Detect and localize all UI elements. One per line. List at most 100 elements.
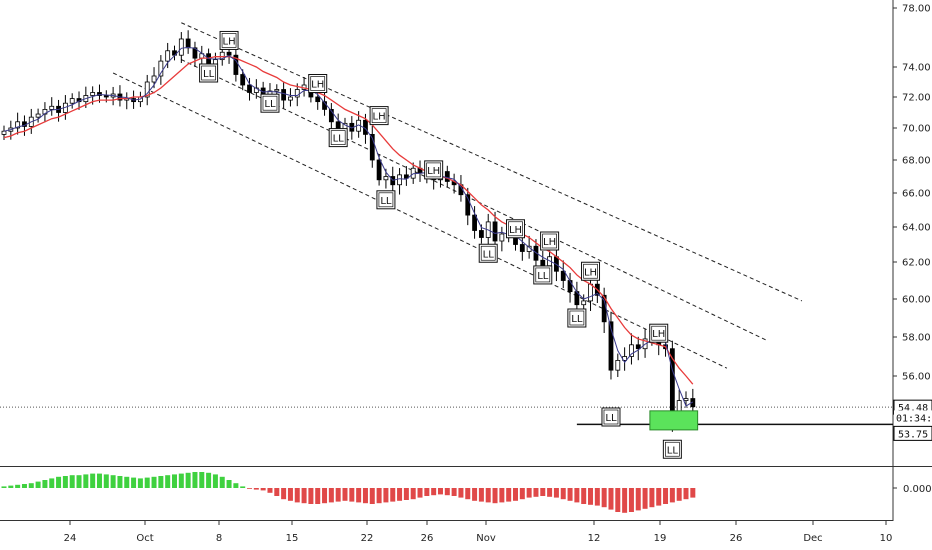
svg-text:LH: LH bbox=[311, 80, 324, 91]
histogram-bar bbox=[342, 488, 348, 501]
histogram-bar bbox=[519, 488, 525, 500]
histogram-bar bbox=[642, 488, 648, 509]
price-tick-label: 74.00 bbox=[902, 63, 931, 74]
candle bbox=[281, 82, 287, 109]
histogram-bar bbox=[683, 488, 689, 500]
candle bbox=[492, 211, 498, 249]
svg-text:LL: LL bbox=[333, 134, 345, 145]
histogram-bar bbox=[69, 475, 75, 488]
histogram-bar bbox=[437, 488, 443, 495]
histogram-bar bbox=[663, 488, 669, 504]
candle bbox=[567, 272, 573, 303]
price-tick-label: 58.00 bbox=[902, 333, 931, 344]
histogram-bar bbox=[615, 488, 621, 512]
ma-slow-line bbox=[3, 56, 694, 385]
swing-label-lh: LH bbox=[219, 30, 239, 50]
candle bbox=[588, 275, 593, 311]
histogram-bar bbox=[165, 475, 171, 488]
candle bbox=[601, 287, 607, 334]
svg-text:LL: LL bbox=[605, 413, 617, 424]
histogram-bar bbox=[540, 488, 546, 496]
swing-labels: LH LL LH LL LH LL LH LL LH LL LH LL LH LL LH LL LL bbox=[199, 30, 682, 459]
svg-text:LL: LL bbox=[483, 249, 495, 260]
histogram-bar bbox=[103, 474, 109, 488]
histogram-bar bbox=[403, 488, 409, 500]
histogram-bar bbox=[356, 488, 362, 503]
price-tick-label: 68.00 bbox=[902, 156, 931, 167]
histogram-bar bbox=[485, 488, 491, 503]
histogram-bar bbox=[62, 476, 68, 488]
histogram-bar bbox=[669, 488, 675, 503]
support-zone-box bbox=[649, 410, 699, 431]
candle bbox=[144, 74, 150, 106]
candle bbox=[288, 88, 293, 107]
svg-text:LH: LH bbox=[223, 36, 236, 47]
svg-text:LL: LL bbox=[380, 196, 392, 207]
histogram-bar bbox=[458, 488, 464, 498]
histogram-bar bbox=[656, 488, 662, 506]
swing-label-lh: LH bbox=[424, 160, 444, 180]
svg-text:LH: LH bbox=[543, 237, 556, 248]
candle bbox=[158, 55, 164, 85]
candle bbox=[328, 103, 334, 132]
histogram-bar bbox=[622, 488, 628, 513]
swing-label-lh: LH bbox=[581, 261, 601, 281]
candle bbox=[178, 32, 184, 64]
histogram-bar bbox=[424, 488, 430, 496]
time-tick-label: 8 bbox=[216, 533, 222, 544]
histogram-bar bbox=[76, 475, 82, 488]
swing-label-ll: LL bbox=[328, 128, 348, 148]
histogram-bar bbox=[83, 474, 89, 488]
candle bbox=[165, 42, 171, 69]
time-tick-label: 10 bbox=[880, 533, 893, 544]
histogram-bar bbox=[335, 488, 341, 502]
candle bbox=[472, 206, 477, 239]
histogram-bar bbox=[608, 488, 614, 510]
time-tick-label: Nov bbox=[476, 533, 496, 544]
histogram-bar bbox=[431, 488, 437, 496]
histogram-bar bbox=[260, 488, 266, 491]
histogram-bar bbox=[301, 488, 307, 504]
histogram-bar bbox=[42, 480, 48, 488]
time-tick-label: 26 bbox=[421, 533, 434, 544]
histogram-bar bbox=[137, 478, 143, 488]
svg-text:LL: LL bbox=[571, 314, 583, 325]
histogram-bar bbox=[492, 488, 498, 504]
svg-text:LH: LH bbox=[509, 225, 522, 236]
price-tick-label: 72.00 bbox=[902, 93, 931, 104]
time-axis: 24 Oct 8 15 22 26 Nov 12 19 26 Dec 10 bbox=[64, 521, 893, 544]
candle bbox=[615, 353, 621, 378]
histogram-bar bbox=[410, 488, 416, 500]
histogram-bar bbox=[588, 488, 594, 505]
current-price-label: 54.48 bbox=[898, 403, 928, 414]
svg-text:LH: LH bbox=[373, 112, 386, 123]
candle bbox=[117, 85, 123, 107]
candle bbox=[451, 173, 457, 194]
candle bbox=[417, 160, 423, 182]
candle bbox=[397, 168, 402, 195]
histogram-bar bbox=[226, 480, 232, 488]
histogram-bar bbox=[21, 484, 27, 488]
histogram-bar bbox=[267, 488, 273, 493]
histogram-bar bbox=[322, 488, 328, 504]
histogram-bar bbox=[635, 488, 641, 511]
price-tick-label: 66.00 bbox=[902, 189, 931, 200]
candle bbox=[35, 108, 41, 123]
histogram-bar bbox=[478, 488, 484, 502]
price-tick-label: 70.00 bbox=[902, 124, 931, 135]
histogram-bar bbox=[247, 488, 253, 489]
histogram-bar bbox=[376, 488, 382, 504]
histogram-bar bbox=[35, 481, 41, 488]
price-tick-label: 60.00 bbox=[902, 295, 931, 306]
histogram-bar bbox=[287, 488, 293, 501]
candle bbox=[56, 99, 61, 122]
time-tick-label: 19 bbox=[654, 533, 667, 544]
histogram-bar bbox=[281, 488, 287, 500]
histogram-bar bbox=[117, 476, 123, 488]
oscillator-tick-label: 0.0000 bbox=[903, 484, 932, 495]
candle bbox=[403, 166, 409, 186]
price-tick-label: 78.00 bbox=[902, 4, 931, 15]
swing-label-ll: LL bbox=[199, 63, 219, 83]
svg-text:LL: LL bbox=[667, 445, 679, 456]
